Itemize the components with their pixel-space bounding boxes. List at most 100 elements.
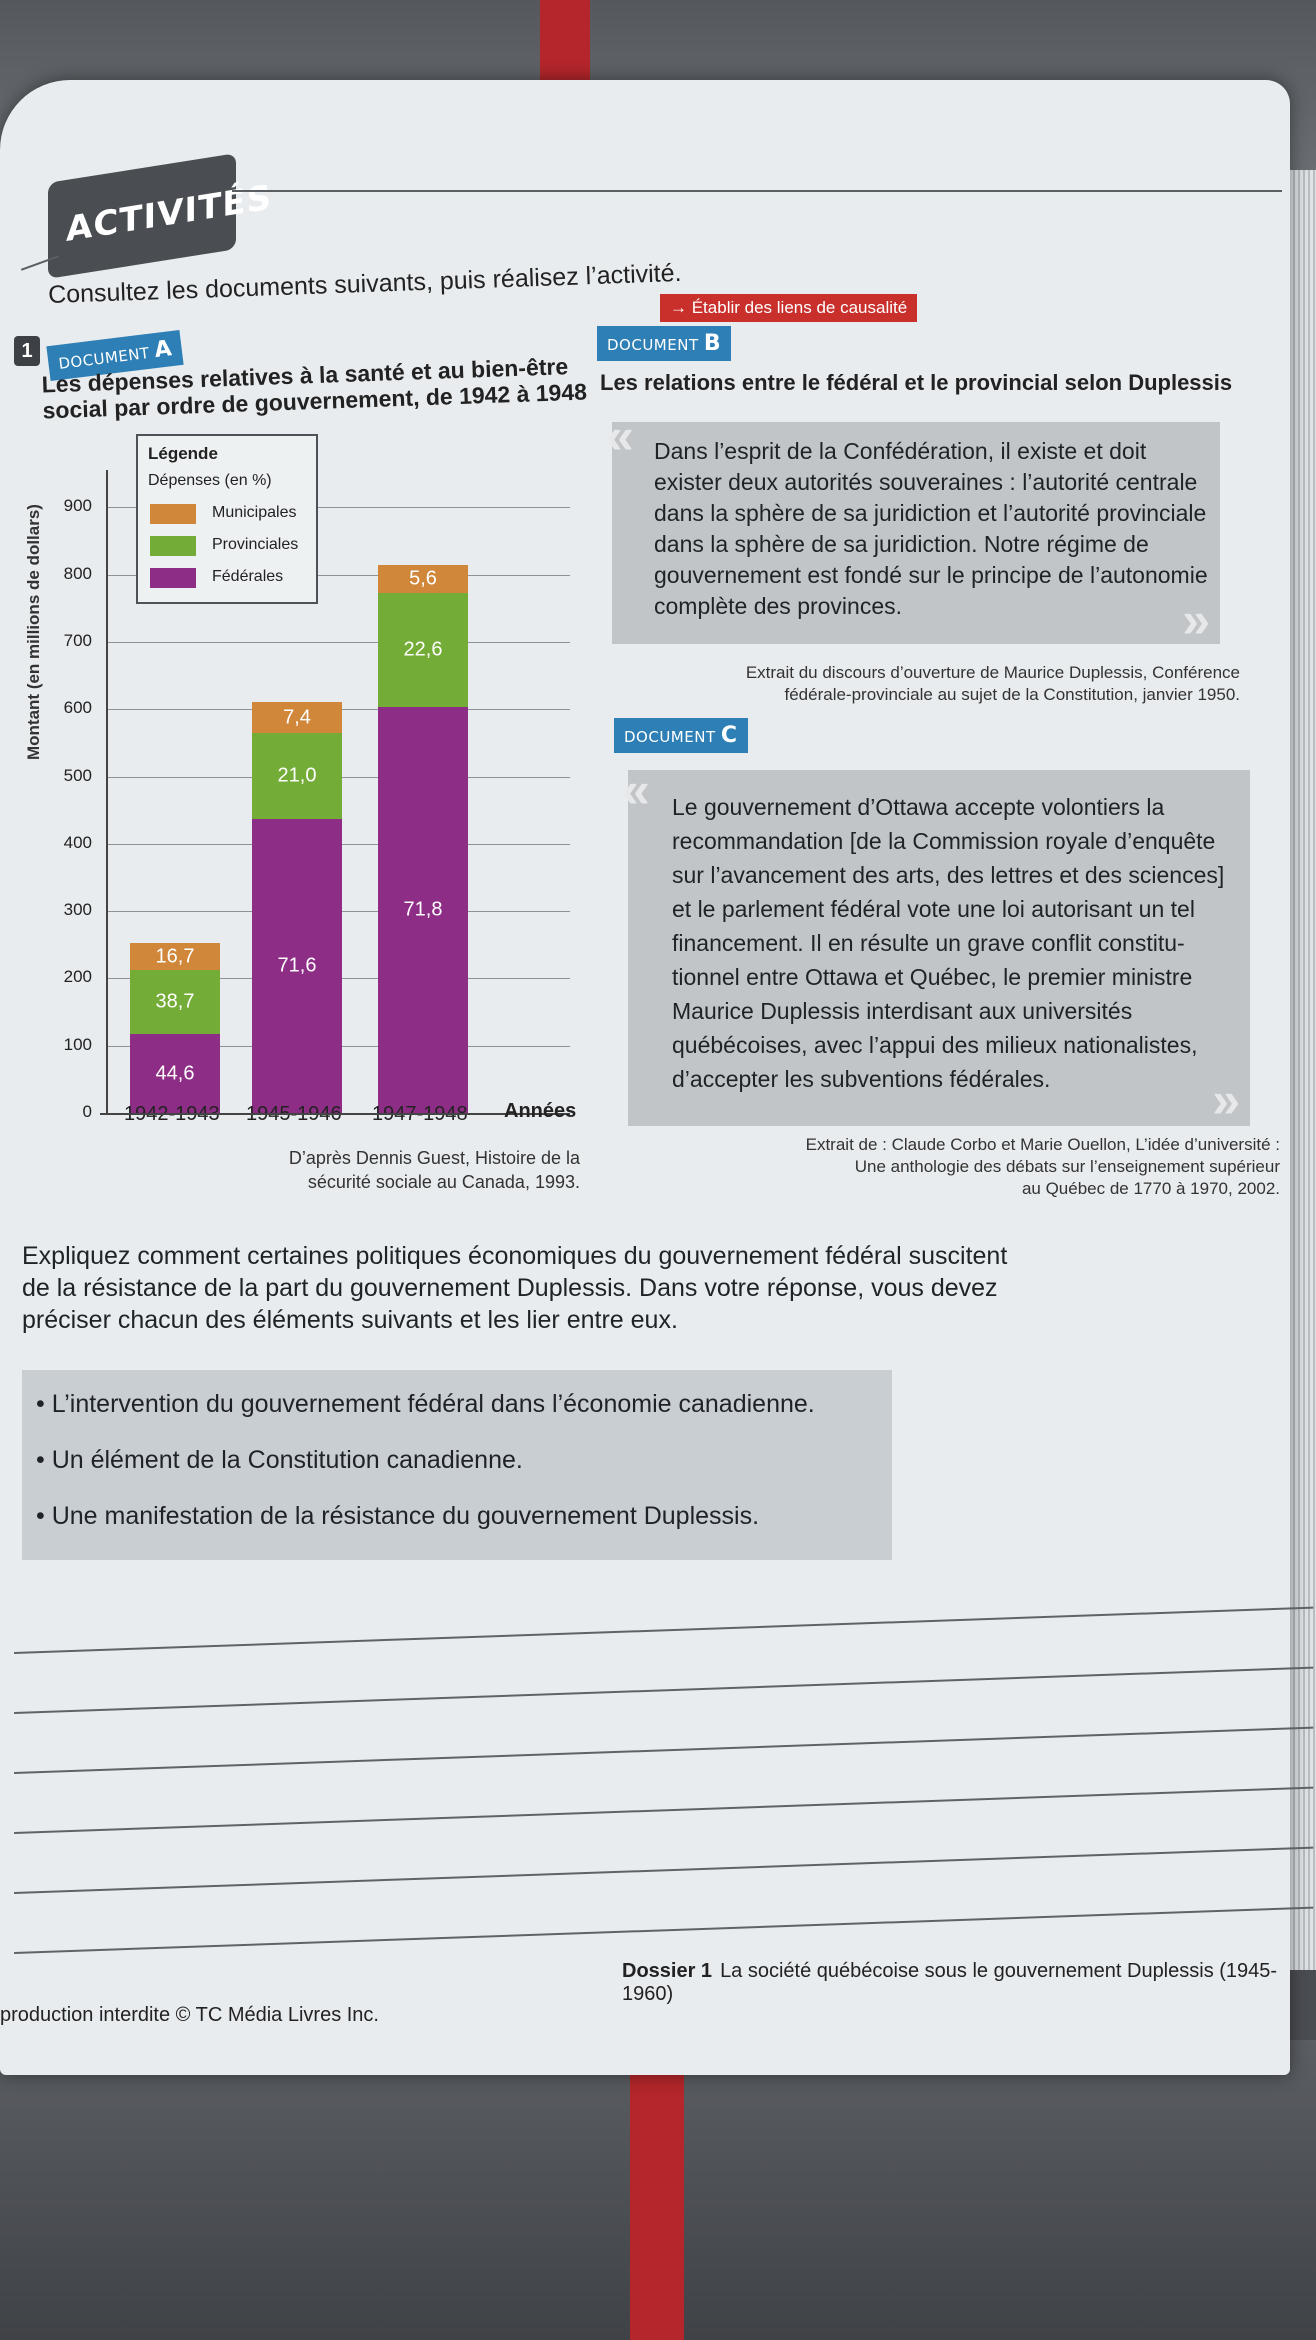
document-c-tag: DOCUMENT C	[614, 718, 748, 753]
document-b-tag-word: DOCUMENT	[607, 336, 699, 354]
causal-link-tag: → Établir des liens de causalité	[660, 294, 918, 322]
bookmark-ribbon-bottom	[630, 2055, 684, 2340]
y-tick-label: 100	[63, 1034, 92, 1054]
question-line: préciser chacun des éléments suivants et…	[22, 1306, 678, 1334]
y-tick-label: 400	[63, 832, 92, 852]
criteria-item: • Une manifestation de la résistance du …	[36, 1502, 760, 1530]
legend-label-provinciales: Provinciales	[212, 536, 299, 553]
bar-segment: 16,7	[130, 942, 220, 971]
bar-segment: 22,6	[378, 592, 468, 708]
document-b-source: Extrait du discours d’ouverture de Mauri…	[640, 662, 1240, 706]
document-a-tag-letter: A	[153, 336, 174, 364]
quote-line: gouvernement est fondé sur le principe d…	[654, 562, 1208, 588]
open-quote-icon: «	[606, 408, 634, 464]
document-b-tag-letter: B	[703, 331, 722, 356]
quote-line: Le gouvernement d’Ottawa accepte volonti…	[672, 794, 1165, 820]
document-b-source-line1: Extrait du discours d’ouverture de Mauri…	[745, 663, 1240, 682]
bar-segment: 44,6	[130, 1034, 220, 1113]
bar-segment-label: 71,8	[403, 898, 443, 921]
bar-segment: 71,8	[378, 707, 468, 1113]
footer-dossier-title: La société québécoise sous le gouverneme…	[622, 1960, 1278, 2005]
quote-line: et le parlement fédéral vote une loi aut…	[672, 896, 1195, 922]
footer-copyright: production interdite © TC Média Livres I…	[0, 2004, 379, 2026]
criteria-box: • L’intervention du gouvernement fédéral…	[22, 1370, 892, 1560]
bar-segment-label: 44,6	[155, 1062, 195, 1085]
y-tick-label: 900	[63, 496, 92, 516]
bookmark-ribbon-top	[540, 0, 590, 90]
document-c-tag-letter: C	[720, 723, 738, 748]
quote-line: tionnel entre Ottawa et Québec, le premi…	[672, 964, 1193, 990]
legend-swatch-provinciales	[150, 536, 196, 556]
y-tick-label: 300	[63, 900, 92, 920]
quote-line: d’accepter les subventions fédérales.	[672, 1066, 1051, 1092]
open-quote-icon: «	[622, 762, 650, 818]
chart-legend: Légende Dépenses (en %) Municipales Prov…	[136, 434, 318, 604]
document-b-source-line2: fédérale-provinciale au sujet de la Cons…	[784, 685, 1241, 704]
chart-y-axis	[106, 470, 108, 1114]
chart-x-axis	[100, 1113, 570, 1115]
quote-line: Maurice Duplessis interdisant aux univer…	[672, 998, 1133, 1024]
bar-segment-label: 5,6	[409, 567, 437, 590]
document-b-quote: Dans l’esprit de la Confédération, il ex…	[654, 436, 1208, 622]
bar-segment: 71,6	[252, 818, 342, 1113]
bar-segment-label: 38,7	[155, 990, 195, 1013]
bar-segment-label: 7,4	[283, 706, 311, 729]
bar-segment-label: 16,7	[155, 945, 195, 967]
bar-segment: 7,4	[252, 702, 342, 733]
quote-line: dans la sphère de sa juridiction. Notre …	[654, 531, 1149, 557]
y-tick-label: 800	[63, 563, 92, 583]
document-c-source-line1: Extrait de : Claude Corbo et Marie Ouell…	[805, 1135, 1280, 1154]
footer-dossier: Dossier 1 La société québécoise sous le g…	[622, 1960, 1316, 2006]
gridline	[106, 507, 570, 509]
bar-segment-label: 71,6	[277, 954, 317, 977]
y-tick-label: 500	[63, 765, 92, 785]
legend-title: Légende	[148, 444, 218, 463]
question-text: Expliquez comment certaines politiques é…	[22, 1240, 1062, 1336]
document-b-tag: DOCUMENT B	[597, 326, 732, 361]
y-tick-label: 600	[63, 698, 92, 718]
close-quote-icon: »	[1212, 1072, 1240, 1128]
document-b-title: Les relations entre le fédéral et le pro…	[600, 370, 1233, 395]
quote-line: exister deux autorités souveraines : l’a…	[654, 469, 1198, 495]
chart-source-line1: D’après Dennis Guest, Histoire de la	[288, 1148, 580, 1168]
bar-segment: 38,7	[130, 970, 220, 1035]
quote-line: financement. Il en résulte un grave conf…	[672, 930, 1185, 956]
chart-y-axis-label: Montant (en millions de dollars)	[24, 504, 43, 760]
legend-label-federales: Fédérales	[212, 568, 284, 585]
top-rule	[232, 190, 1282, 192]
chart-x-axis-label: Années	[504, 1100, 577, 1122]
activity-number: 1	[14, 336, 40, 366]
quote-line: complète des provinces.	[654, 593, 903, 619]
y-tick-label: 700	[63, 630, 92, 650]
legend-label-municipales: Municipales	[212, 504, 297, 521]
bar-segment-label: 22,6	[403, 638, 443, 661]
question-line: Expliquez comment certaines politiques é…	[22, 1242, 1008, 1270]
quote-line: recommandation [de la Commission royale …	[672, 828, 1216, 854]
document-c-source-line2: Une anthologie des débats sur l’enseigne…	[854, 1157, 1280, 1176]
gridline	[106, 574, 570, 576]
legend-subtitle: Dépenses (en %)	[148, 472, 272, 489]
quote-line: sur l’avancement des arts, des lettres e…	[672, 862, 1225, 888]
y-tick-label: 0	[82, 1102, 92, 1121]
document-c-source-line3: au Québec de 1770 à 1970, 2002.	[1021, 1179, 1280, 1198]
footer-dossier-label: Dossier 1	[622, 1960, 713, 1982]
chart-source-line2: sécurité sociale au Canada, 1993.	[307, 1172, 580, 1192]
question-line: de la résistance de la part du gouvernem…	[22, 1274, 998, 1302]
document-c-source: Extrait de : Claude Corbo et Marie Ouell…	[640, 1134, 1280, 1200]
close-quote-icon: »	[1182, 592, 1210, 648]
document-c-quote: Le gouvernement d’Ottawa accepte volonti…	[672, 790, 1224, 1096]
criteria-item: • Un élément de la Constitution canadien…	[36, 1446, 523, 1474]
bar-segment-label: 21,0	[277, 764, 317, 787]
chart-source: D’après Dennis Guest, Histoire de la séc…	[200, 1146, 580, 1194]
document-b-quote-box: « Dans l’esprit de la Confédération, il …	[606, 411, 1220, 648]
quote-line: Dans l’esprit de la Confédération, il ex…	[654, 438, 1147, 464]
bar-segment: 21,0	[252, 732, 342, 819]
document-c-quote-box: « Le gouvernement d’Ottawa accepte volon…	[622, 765, 1250, 1128]
legend-swatch-federales	[150, 568, 196, 588]
bar-segment: 5,6	[378, 564, 468, 593]
document-c-tag-word: DOCUMENT	[624, 728, 716, 746]
criteria-item: • L’intervention du gouvernement fédéral…	[36, 1390, 815, 1418]
y-tick-label: 200	[63, 967, 92, 987]
quote-line: dans la sphère de sa juridiction et l’au…	[654, 500, 1207, 526]
quote-line: québécoises, avec l’appui des milieux na…	[672, 1032, 1198, 1058]
